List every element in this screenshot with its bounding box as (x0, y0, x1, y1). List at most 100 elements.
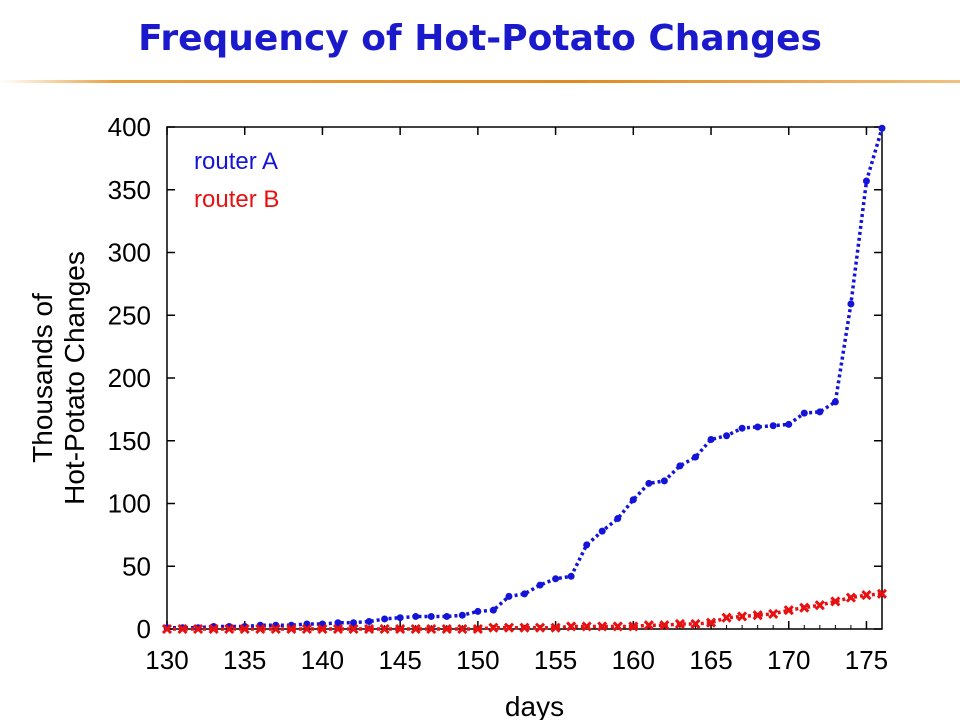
data-point (769, 422, 777, 430)
data-point (628, 621, 639, 632)
data-point (723, 432, 731, 440)
data-point (505, 592, 513, 600)
data-point (799, 602, 810, 613)
data-point (474, 607, 482, 615)
y-tick-label: 250 (108, 300, 151, 330)
data-point (410, 623, 421, 635)
slide-title: Frequency of Hot-Potato Changes (138, 18, 822, 59)
data-point (581, 621, 592, 632)
data-point (800, 409, 808, 417)
data-point (862, 177, 870, 185)
data-point (350, 619, 358, 627)
data-point (660, 477, 668, 485)
data-point (597, 621, 608, 632)
y-tick-label: 350 (108, 175, 151, 205)
series-router-b (161, 588, 888, 635)
data-point (457, 623, 468, 635)
x-tick-label: 170 (767, 645, 810, 675)
data-point (814, 600, 825, 611)
data-point (785, 420, 793, 428)
data-point (738, 424, 746, 432)
data-point (334, 619, 342, 627)
data-point (177, 623, 188, 635)
data-point (301, 623, 312, 635)
data-point (676, 462, 684, 470)
x-tick-label: 145 (378, 645, 421, 675)
data-point (224, 623, 235, 635)
data-point (690, 618, 701, 630)
x-axis-label: days (505, 691, 564, 720)
data-point (567, 572, 575, 580)
x-tick-label: 175 (845, 645, 888, 675)
data-point (629, 496, 637, 504)
y-tick-label: 0 (137, 614, 151, 644)
data-point (737, 611, 748, 622)
data-point (519, 622, 530, 633)
x-tick-label: 150 (456, 645, 499, 675)
data-point (348, 623, 359, 635)
data-point (332, 623, 344, 635)
data-point (583, 541, 591, 549)
data-point (830, 596, 841, 607)
data-point (659, 620, 670, 631)
data-point (365, 617, 373, 625)
data-point (317, 623, 328, 635)
data-point (534, 622, 546, 633)
data-point (768, 608, 779, 620)
data-point (443, 612, 451, 620)
data-point (193, 623, 204, 635)
data-point (426, 623, 437, 635)
legend-entry: router B (194, 186, 279, 213)
y-axis-label-line: Thousands of (27, 293, 58, 463)
data-point (612, 621, 623, 632)
data-point (208, 623, 219, 635)
data-point (521, 590, 528, 598)
y-tick-label: 100 (108, 489, 151, 519)
data-point (458, 611, 466, 619)
data-point (161, 623, 173, 635)
data-point (472, 623, 483, 635)
data-point (674, 618, 685, 630)
data-point (550, 622, 561, 633)
y-tick-label: 200 (108, 363, 151, 393)
data-point (691, 453, 699, 461)
data-point (566, 621, 577, 632)
data-point (503, 622, 515, 633)
data-point (645, 479, 653, 487)
data-point (783, 605, 794, 616)
data-point (831, 398, 839, 406)
y-axis-label-line: Hot-Potato Changes (59, 251, 90, 505)
title-divider (0, 80, 960, 83)
data-point (643, 620, 654, 631)
x-tick-label: 135 (223, 645, 266, 675)
data-point (239, 623, 250, 635)
data-point (752, 610, 763, 621)
data-point (754, 423, 762, 431)
x-tick-label: 165 (689, 645, 732, 675)
data-point (396, 614, 404, 622)
data-point (536, 581, 544, 589)
legend-entry: router A (194, 148, 278, 175)
y-tick-label: 400 (108, 112, 151, 142)
data-point (876, 588, 888, 599)
data-point (488, 622, 499, 633)
data-point (845, 592, 856, 603)
y-tick-label: 300 (108, 238, 151, 268)
data-point (707, 435, 715, 443)
data-point (705, 617, 717, 628)
x-tick-label: 160 (612, 645, 655, 675)
data-point (847, 300, 855, 308)
data-point (364, 623, 375, 635)
data-point (379, 623, 390, 635)
data-point (489, 606, 497, 614)
y-tick-label: 150 (108, 426, 151, 456)
x-tick-label: 140 (301, 645, 344, 675)
data-point (270, 623, 281, 635)
y-axis-label: Thousands of Hot-Potato Changes (27, 251, 90, 505)
data-point (441, 623, 452, 635)
data-point (614, 515, 622, 523)
data-point (427, 612, 435, 620)
data-point (286, 623, 297, 635)
data-point (255, 623, 266, 635)
